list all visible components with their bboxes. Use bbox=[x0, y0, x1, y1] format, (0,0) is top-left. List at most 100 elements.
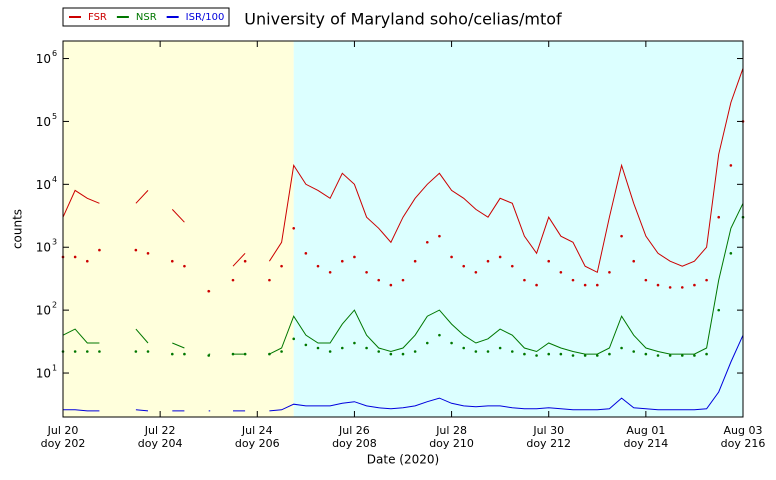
data-dot bbox=[510, 264, 514, 268]
data-dot bbox=[450, 255, 453, 259]
data-dot bbox=[523, 352, 526, 356]
data-dot bbox=[328, 270, 332, 274]
data-dot bbox=[498, 255, 502, 259]
y-tick-exponent: 5 bbox=[52, 112, 57, 121]
data-dot bbox=[644, 352, 648, 356]
shaded-region bbox=[63, 41, 294, 417]
data-dot bbox=[729, 252, 733, 255]
x-tick-label: Jul 28 bbox=[435, 424, 467, 437]
data-dot bbox=[389, 283, 393, 287]
data-dot bbox=[425, 341, 429, 345]
x-tick-label: Jul 26 bbox=[338, 424, 370, 437]
data-dot bbox=[656, 354, 660, 357]
data-dot bbox=[559, 352, 563, 356]
data-dot bbox=[413, 350, 417, 353]
data-dot bbox=[547, 259, 551, 263]
data-dot bbox=[462, 346, 466, 350]
legend-label: ISR/100 bbox=[186, 12, 225, 23]
data-dot bbox=[98, 248, 101, 252]
data-dot bbox=[353, 255, 356, 259]
data-dot bbox=[644, 278, 648, 282]
x-tick-label: doy 206 bbox=[235, 437, 280, 450]
data-dot bbox=[377, 278, 381, 282]
data-dot bbox=[717, 308, 721, 312]
data-dot bbox=[559, 270, 563, 274]
data-dot bbox=[389, 352, 393, 356]
data-dot bbox=[474, 270, 478, 274]
data-dot bbox=[340, 346, 344, 350]
data-dot bbox=[183, 352, 186, 356]
chart-title: University of Maryland soho/celias/mtof bbox=[244, 10, 562, 29]
data-dot bbox=[170, 259, 174, 263]
data-dot bbox=[693, 354, 696, 357]
data-dot bbox=[365, 346, 368, 350]
data-dot bbox=[438, 333, 441, 337]
data-dot bbox=[170, 352, 174, 356]
data-dot bbox=[462, 264, 466, 268]
data-dot bbox=[668, 354, 672, 357]
data-dot bbox=[680, 286, 684, 289]
data-dot bbox=[547, 352, 551, 356]
data-dot bbox=[304, 343, 308, 347]
data-dot bbox=[146, 350, 150, 353]
data-dot bbox=[523, 278, 526, 282]
data-dot bbox=[73, 350, 77, 353]
data-dot bbox=[571, 278, 575, 282]
data-dot bbox=[207, 289, 211, 293]
x-tick-label: Jul 20 bbox=[47, 424, 79, 437]
data-dot bbox=[620, 346, 623, 350]
data-dot bbox=[656, 283, 660, 287]
data-dot bbox=[280, 264, 283, 268]
data-dot bbox=[304, 252, 308, 255]
data-dot bbox=[729, 164, 733, 167]
data-dot bbox=[425, 240, 429, 244]
data-dot bbox=[146, 252, 150, 255]
data-dot bbox=[292, 337, 296, 341]
data-dot bbox=[571, 354, 575, 357]
x-tick-label: Aug 01 bbox=[626, 424, 665, 437]
data-dot bbox=[535, 283, 538, 287]
data-dot bbox=[292, 226, 296, 230]
data-dot bbox=[340, 259, 344, 263]
data-dot bbox=[620, 234, 623, 238]
data-dot bbox=[632, 259, 636, 263]
data-dot bbox=[486, 350, 490, 353]
shaded-region bbox=[293, 41, 743, 417]
y-tick-label: 10 bbox=[36, 178, 51, 192]
legend-box bbox=[62, 7, 230, 27]
y-tick-exponent: 4 bbox=[52, 175, 57, 184]
x-tick-label: doy 214 bbox=[623, 437, 668, 450]
y-tick-exponent: 1 bbox=[52, 364, 57, 373]
data-dot bbox=[316, 346, 320, 350]
plot-frame bbox=[62, 40, 744, 418]
data-dot bbox=[268, 352, 271, 356]
y-tick-label: 10 bbox=[36, 367, 51, 381]
plot-area bbox=[61, 41, 745, 417]
data-dot bbox=[98, 350, 101, 353]
data-dot bbox=[377, 350, 381, 353]
legend-label: NSR bbox=[136, 12, 157, 23]
data-dot bbox=[717, 215, 721, 219]
x-tick-label: doy 216 bbox=[721, 437, 766, 450]
data-dot bbox=[243, 259, 247, 263]
y-tick-exponent: 6 bbox=[52, 49, 57, 58]
data-dot bbox=[583, 354, 587, 357]
data-dot bbox=[535, 354, 538, 357]
data-dot bbox=[207, 354, 211, 357]
y-tick-label: 10 bbox=[36, 241, 51, 255]
x-tick-label: Jul 22 bbox=[144, 424, 176, 437]
x-tick-label: doy 212 bbox=[526, 437, 571, 450]
data-dot bbox=[328, 350, 332, 353]
data-dot bbox=[85, 350, 89, 353]
x-tick-label: doy 204 bbox=[138, 437, 183, 450]
data-dot bbox=[268, 278, 271, 282]
data-dot bbox=[583, 283, 587, 287]
data-dot bbox=[231, 278, 235, 282]
x-tick-label: doy 208 bbox=[332, 437, 377, 450]
x-tick-label: Aug 03 bbox=[724, 424, 763, 437]
data-dot bbox=[632, 350, 636, 353]
series-line bbox=[63, 334, 744, 412]
data-dot bbox=[353, 341, 356, 345]
x-axis-label: Date (2020) bbox=[367, 453, 439, 467]
